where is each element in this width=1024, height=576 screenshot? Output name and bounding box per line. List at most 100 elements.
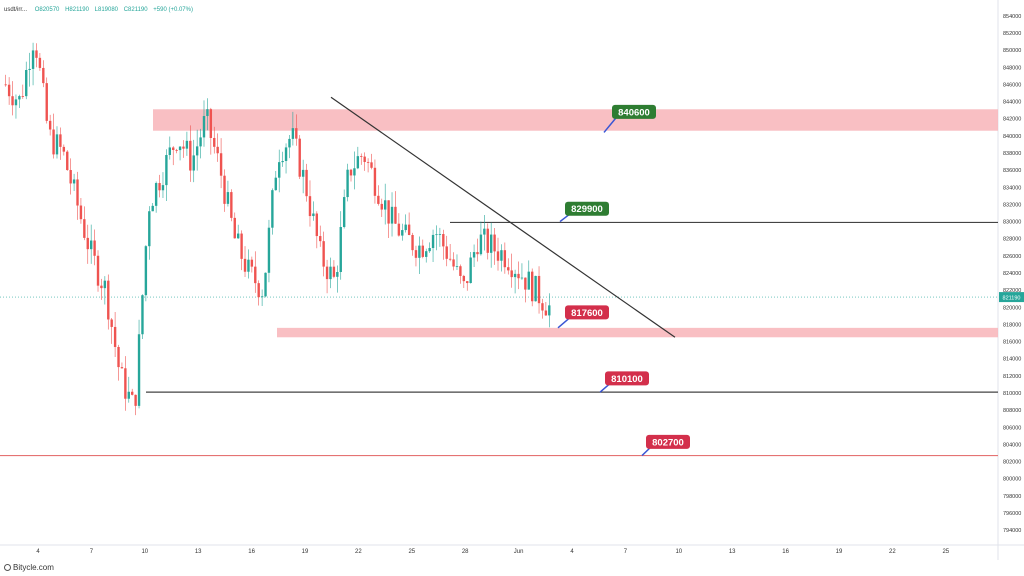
candle-body: [325, 266, 329, 280]
y-tick-label: 802000: [1003, 460, 1021, 466]
candle-body: [148, 211, 151, 247]
candle-body: [172, 147, 175, 150]
candle-body: [144, 246, 148, 296]
candle-body: [254, 266, 257, 284]
candle-body: [411, 234, 414, 251]
candle-body: [479, 234, 483, 255]
current-price-tag: [999, 292, 1024, 303]
candle-body: [442, 234, 445, 247]
candle-body: [489, 234, 493, 253]
candle-body: [397, 223, 401, 236]
price-badge-label: 810100: [611, 374, 643, 385]
candle-body: [548, 305, 551, 316]
candle-body: [62, 146, 66, 152]
candle-body: [182, 146, 185, 149]
candle-body: [117, 346, 120, 368]
y-tick-label: 824000: [1003, 271, 1021, 277]
candle-body: [370, 162, 373, 168]
candle-body: [342, 197, 346, 228]
price-badge: [605, 371, 649, 386]
candle-body: [175, 149, 178, 151]
y-tick-label: 830000: [1003, 220, 1021, 226]
candle-body: [151, 205, 154, 212]
candle-body: [274, 177, 277, 191]
candle-body: [199, 137, 202, 147]
candle-body: [534, 275, 537, 302]
candle-body: [158, 183, 161, 191]
candle-body: [462, 275, 466, 282]
candle-body: [264, 272, 267, 297]
watermark-text: Bitycle.com: [13, 563, 54, 572]
price-badge-label: 817600: [571, 308, 603, 319]
y-tick-label: 806000: [1003, 425, 1021, 431]
candle-body: [319, 236, 322, 242]
x-tick-label: 25: [942, 549, 949, 555]
candle-body: [192, 155, 195, 171]
y-tick-label: 822000: [1003, 288, 1021, 294]
resistance-zone: [153, 109, 998, 131]
current-price-tag-label: 821190: [1003, 296, 1021, 302]
x-tick-label: 10: [141, 549, 148, 555]
y-tick-label: 816000: [1003, 340, 1021, 346]
candle-body: [459, 266, 462, 276]
candle-body: [284, 147, 288, 161]
candle-body: [18, 96, 21, 100]
close-value: C821190: [123, 7, 148, 13]
candle-body: [11, 96, 14, 106]
candle-body: [418, 245, 421, 258]
candle-body: [185, 140, 189, 149]
candle-body: [531, 271, 534, 302]
candle-body: [312, 213, 315, 217]
x-tick-label: 22: [889, 549, 896, 555]
candle-body: [353, 168, 356, 176]
candle-body: [66, 151, 69, 171]
candle-body: [35, 50, 38, 58]
candle-body: [493, 234, 496, 252]
candle-body: [513, 273, 517, 278]
candle-body: [223, 175, 226, 204]
candle-body: [107, 280, 110, 320]
high-value: H821190: [65, 7, 89, 13]
candle-body: [349, 169, 353, 176]
badge-pointer: [557, 317, 570, 329]
candle-body: [445, 246, 448, 259]
y-tick-label: 846000: [1003, 82, 1021, 88]
candle-body: [213, 137, 216, 147]
x-tick-label: 13: [195, 549, 202, 555]
candle-body: [134, 394, 137, 406]
candle-body: [247, 259, 250, 272]
candle-body: [219, 153, 223, 176]
candle-body: [452, 259, 455, 267]
candle-body: [346, 169, 349, 198]
badge-pointer: [559, 214, 570, 223]
candle-body: [339, 227, 342, 273]
candle-body: [7, 84, 11, 97]
candle-body: [226, 192, 230, 204]
candle-body: [14, 99, 18, 106]
candle-body: [431, 234, 435, 249]
price-badge-label: 802700: [652, 437, 684, 448]
change-value: +590 (+0.07%): [153, 7, 193, 13]
candle-body: [83, 219, 86, 238]
candle-body: [28, 68, 31, 71]
candle-body: [472, 252, 476, 258]
candle-body: [206, 109, 209, 117]
candle-body: [332, 266, 336, 277]
candle-body: [510, 270, 513, 278]
candle-body: [298, 138, 301, 177]
x-tick-label: 13: [729, 549, 736, 555]
x-tick-label: 19: [302, 549, 309, 555]
candle-body: [216, 146, 219, 154]
price-badge: [646, 434, 690, 449]
candle-body: [69, 170, 72, 184]
y-tick-label: 796000: [1003, 511, 1021, 517]
candle-body: [387, 200, 390, 224]
candle-body: [257, 283, 260, 298]
candle-body: [537, 275, 541, 304]
candle-body: [103, 280, 107, 289]
candle-body: [267, 227, 271, 273]
candle-body: [124, 368, 127, 399]
price-badge: [565, 201, 609, 216]
badge-pointer: [641, 447, 651, 457]
